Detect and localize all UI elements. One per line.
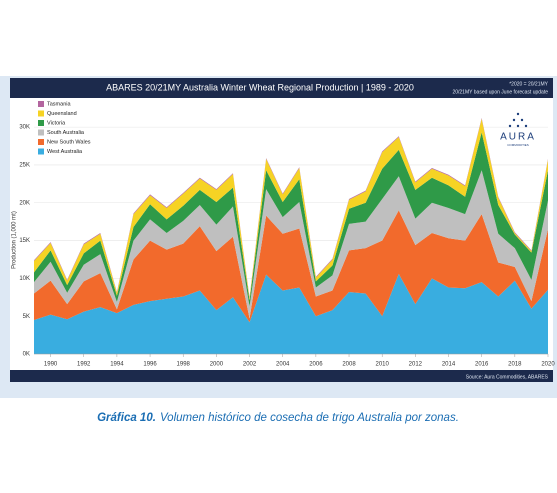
legend-label: New South Wales xyxy=(47,139,91,145)
x-tick-label: 1994 xyxy=(110,362,124,368)
x-tick-label: 2016 xyxy=(475,362,489,368)
y-tick-label: 25K xyxy=(19,163,30,169)
x-tick-label: 2020 xyxy=(541,362,555,368)
legend-label: Tasmania xyxy=(47,101,71,107)
x-tick-label: 1992 xyxy=(77,362,91,368)
x-tick-label: 2002 xyxy=(243,362,257,368)
legend-swatch xyxy=(38,129,44,136)
area xyxy=(34,210,548,323)
y-tick-label: 15K xyxy=(19,238,30,244)
logo-tagline: COMMODITIES xyxy=(507,143,529,147)
logo-dot xyxy=(516,112,520,116)
legend-swatch xyxy=(38,120,44,126)
x-tick-label: 2006 xyxy=(309,362,323,368)
x-tick-label: 2000 xyxy=(210,362,224,368)
header-bar xyxy=(10,78,553,98)
legend-swatch xyxy=(38,101,44,107)
caption-text: Volumen histórico de cosecha de trigo Au… xyxy=(160,412,459,424)
legend-swatch xyxy=(38,148,44,155)
footer-bar xyxy=(10,370,553,382)
x-tick-label: 2018 xyxy=(508,362,522,368)
source: Source: Aura Commodities, ABARES xyxy=(466,374,549,380)
y-tick-label: 10K xyxy=(19,276,30,282)
caption-label: Gráfica 10. xyxy=(97,412,156,424)
area xyxy=(34,170,548,319)
note: *2020 = 20/21MY xyxy=(509,81,548,87)
area xyxy=(34,273,548,354)
x-tick-label: 2012 xyxy=(409,362,423,368)
x-tick-label: 1998 xyxy=(177,362,191,368)
note: 20/21MY based upon June forecast update xyxy=(452,89,548,95)
legend-swatch xyxy=(38,139,44,145)
logo-dot xyxy=(524,124,528,128)
legend-swatch xyxy=(38,110,44,117)
logo-dot xyxy=(520,118,524,122)
y-tick-label: 0K xyxy=(23,352,30,358)
x-tick-label: 1990 xyxy=(44,362,58,368)
x-tick-label: 2010 xyxy=(376,362,390,368)
logo-name: AURA xyxy=(500,132,536,143)
y-axis-label: Production (1,000 mt) xyxy=(12,211,18,269)
logo-dot xyxy=(512,118,516,122)
x-tick-label: 2008 xyxy=(342,362,356,368)
x-tick-label: 1996 xyxy=(143,362,157,368)
legend-label: Victoria xyxy=(47,120,66,126)
legend-label: South Australia xyxy=(47,130,85,136)
chart-title: ABARES 20/21MY Australia Winter Wheat Re… xyxy=(106,82,414,92)
logo-dot xyxy=(516,124,520,128)
legend-label: West Australia xyxy=(47,149,83,155)
logo-dot xyxy=(508,124,512,128)
y-tick-label: 30K xyxy=(19,125,30,131)
y-tick-label: 5K xyxy=(23,314,30,320)
y-tick-label: 20K xyxy=(19,200,30,206)
x-tick-label: 2004 xyxy=(276,362,290,368)
legend-label: Queensland xyxy=(47,111,77,117)
x-tick-label: 2014 xyxy=(442,362,456,368)
